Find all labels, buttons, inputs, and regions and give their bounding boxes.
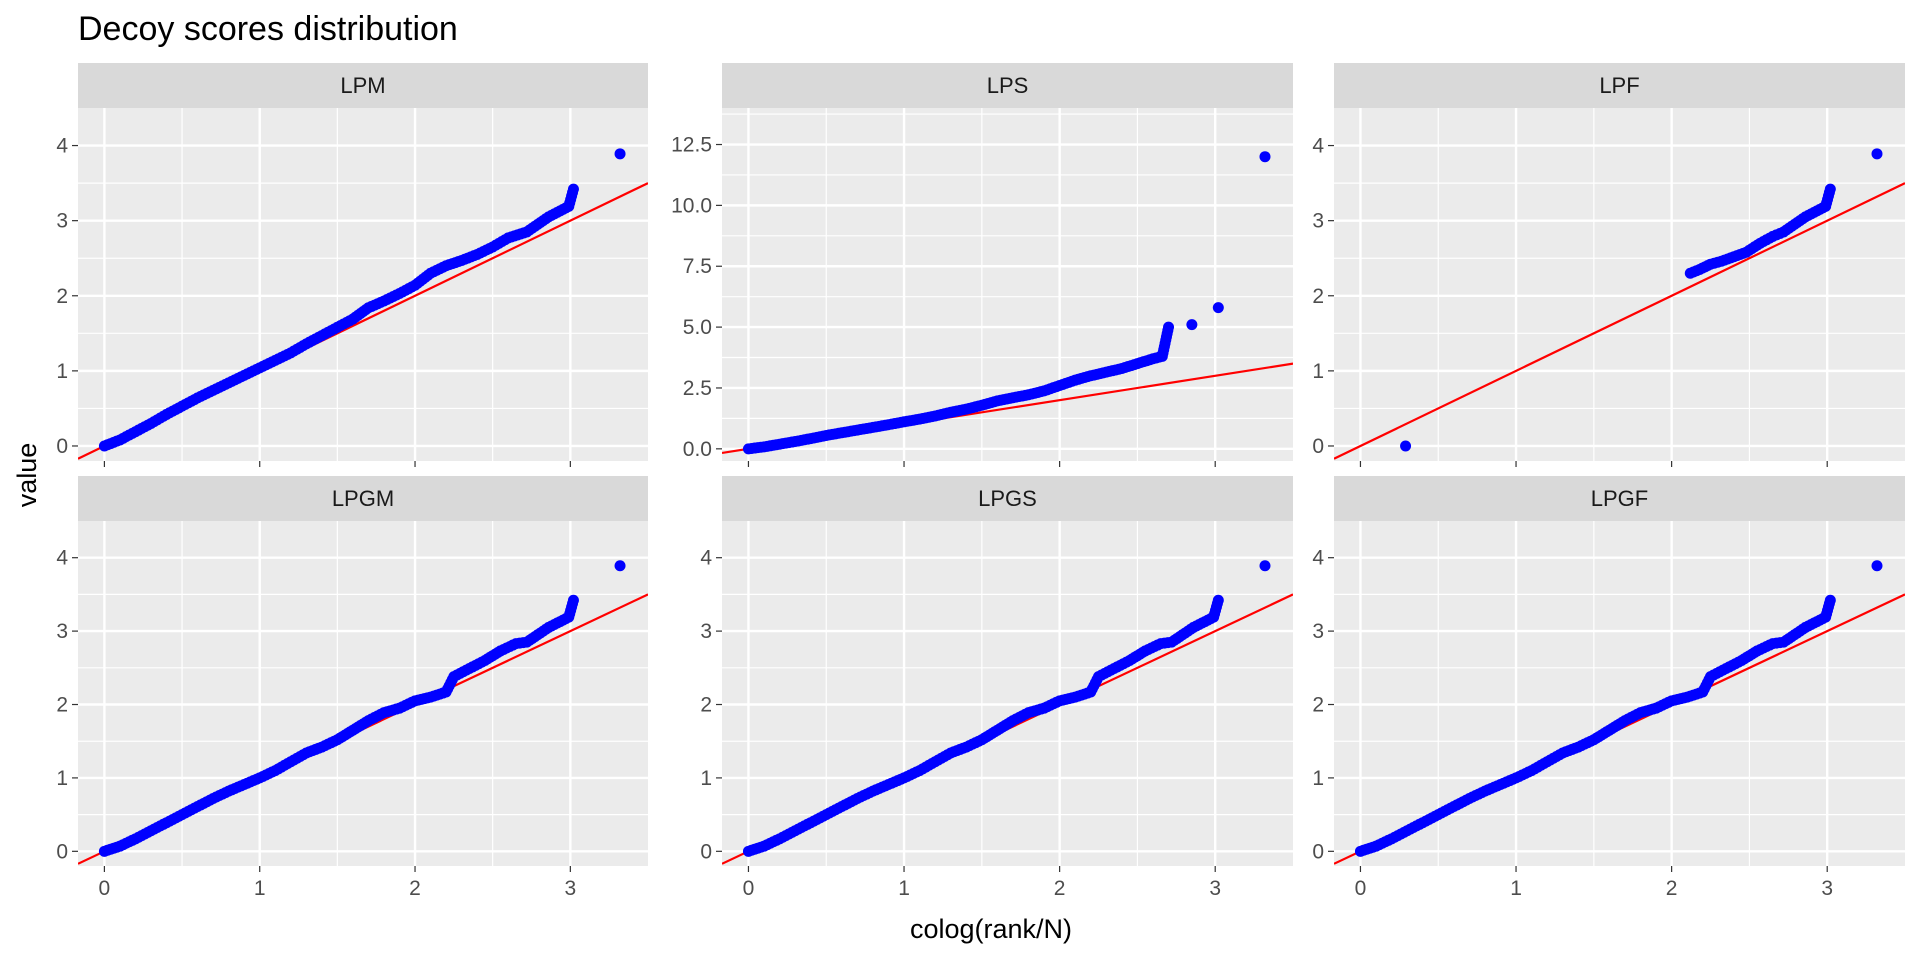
y-tick-label: 2 (700, 694, 712, 717)
y-tick-label: 2 (56, 694, 68, 717)
x-tick-label: 1 (898, 877, 910, 900)
x-tick-label: 3 (1209, 877, 1221, 900)
facet-strip (1334, 476, 1905, 521)
panel-data (78, 560, 648, 865)
facet-strip (1334, 63, 1905, 108)
data-point (1824, 183, 1836, 195)
facet-strip-label: LPGF (1591, 486, 1648, 511)
x-tick-label: 2 (1666, 877, 1678, 900)
facet-strip-label: LPS (987, 73, 1029, 98)
y-tick-label: 1 (1312, 767, 1324, 790)
facet-strip-label: LPM (340, 73, 385, 98)
reference-line (1334, 182, 1905, 460)
panel-data (722, 151, 1293, 455)
facet-strip (78, 63, 648, 108)
y-tick-label: 0 (1312, 435, 1324, 458)
panel-data (1334, 148, 1905, 460)
y-tick-label: 0 (56, 435, 68, 458)
data-point (1400, 440, 1412, 452)
y-tick-label: 2 (56, 285, 68, 308)
y-tick-label: 0 (1312, 840, 1324, 863)
data-point (614, 560, 626, 572)
panel-background (78, 108, 648, 461)
y-tick-label: 4 (56, 547, 68, 570)
y-tick-label: 0 (700, 840, 712, 863)
facet-strip-label: LPGM (332, 486, 394, 511)
facet-strip (722, 476, 1293, 521)
panel-background (722, 521, 1293, 866)
panel-background (78, 521, 648, 866)
data-point (1212, 594, 1224, 606)
facet-strip (78, 476, 648, 521)
panel-data (78, 148, 648, 460)
y-tick-label: 5.0 (683, 316, 712, 339)
data-point (1824, 594, 1836, 606)
facet-strip-label: LPGS (978, 486, 1037, 511)
panel-data (722, 560, 1293, 865)
y-tick-label: 0 (56, 840, 68, 863)
x-tick-label: 3 (1821, 877, 1833, 900)
x-tick-label: 0 (99, 877, 111, 900)
data-point (567, 594, 579, 606)
facet-panels: LPM01234LPS0.02.55.07.510.012.5LPF01234L… (56, 63, 1905, 900)
x-tick-label: 1 (1510, 877, 1522, 900)
facet-strip-label: LPF (1599, 73, 1639, 98)
y-tick-label: 0.0 (683, 438, 712, 461)
y-tick-label: 3 (1312, 620, 1324, 643)
y-tick-label: 1 (700, 767, 712, 790)
y-tick-label: 1 (56, 360, 68, 383)
y-tick-label: 3 (700, 620, 712, 643)
y-tick-label: 1 (56, 767, 68, 790)
data-point (1212, 302, 1224, 314)
panel-lps: LPS 0.0 2.5 5.0 7.5 10.0 12.5 (671, 63, 1293, 467)
panel-data (1334, 560, 1905, 865)
y-tick-label: 4 (56, 135, 68, 158)
x-axis-title: colog(rank/N) (910, 914, 1072, 944)
data-point (567, 183, 579, 195)
data-point (1259, 151, 1271, 163)
y-tick-label: 7.5 (683, 255, 712, 278)
panel-lpgm: LPGM 0 1 2 3 4 0 1 2 3 (56, 476, 648, 900)
y-tick-label: 3 (56, 620, 68, 643)
y-tick-label: 2 (1312, 285, 1324, 308)
data-point (1871, 148, 1883, 160)
y-tick-label: 12.5 (671, 134, 712, 157)
panel-lpf: LPF 0 1 2 3 4 (1312, 63, 1905, 467)
y-tick-label: 4 (1312, 547, 1324, 570)
y-tick-label: 2 (1312, 694, 1324, 717)
y-tick-label: 10.0 (671, 194, 712, 217)
x-tick-label: 3 (564, 877, 576, 900)
y-tick-label: 2.5 (683, 377, 712, 400)
panel-lpm: LPM 0 1 2 3 4 (56, 63, 648, 467)
y-axis-title: value (12, 443, 42, 508)
data-point (1186, 319, 1198, 331)
y-tick-label: 4 (700, 547, 712, 570)
data-point (614, 148, 626, 160)
data-point (1163, 321, 1175, 333)
x-tick-label: 2 (409, 877, 421, 900)
data-point (1259, 560, 1271, 572)
chart-title: Decoy scores distribution (78, 10, 458, 48)
panel-background (1334, 521, 1905, 866)
x-tick-label: 2 (1054, 877, 1066, 900)
y-tick-label: 3 (56, 210, 68, 233)
panel-lpgf: LPGF 0 1 2 3 4 0 1 2 3 (1312, 476, 1905, 900)
y-tick-label: 3 (1312, 210, 1324, 233)
y-tick-label: 4 (1312, 135, 1324, 158)
x-tick-label: 0 (1355, 877, 1367, 900)
y-tick-label: 1 (1312, 360, 1324, 383)
facet-strip (722, 63, 1293, 108)
data-point (1871, 560, 1883, 572)
x-tick-label: 0 (743, 877, 755, 900)
panel-lpgs: LPGS 0 1 2 3 4 0 1 2 3 (700, 476, 1293, 900)
x-tick-label: 1 (254, 877, 266, 900)
panel-background (1334, 108, 1905, 461)
